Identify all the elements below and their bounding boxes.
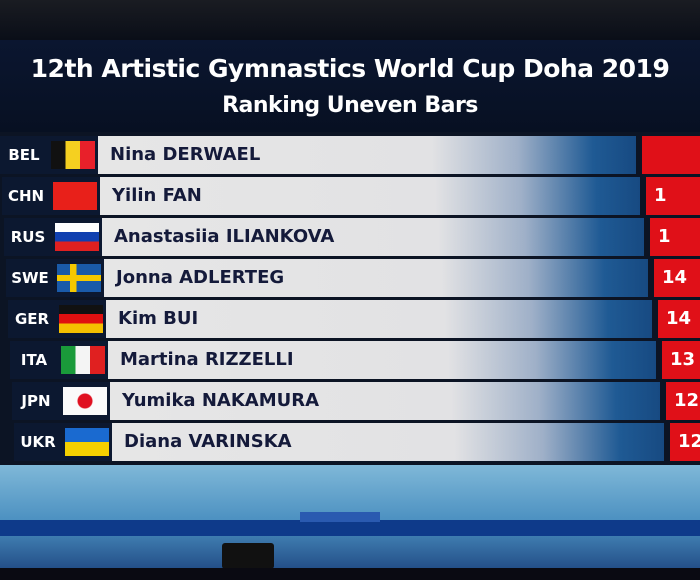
ranking-row: SWE Jonna ADLERTEG 14 [0, 258, 700, 298]
arena-stripe [0, 520, 700, 536]
china-flag-icon [53, 182, 97, 210]
gymnast-name: Anastasiia ILIANKOVA [102, 218, 644, 256]
country-code: SWE [6, 259, 54, 297]
tv-button [222, 543, 274, 569]
ranking-row: UKR Diana VARINSKA 12. [0, 422, 700, 462]
gymnast-name: Diana VARINSKA [112, 423, 664, 461]
ranking-row: JPN Yumika NAKAMURA 12. [0, 381, 700, 421]
flag-cell [58, 341, 108, 379]
flag-cell [54, 259, 104, 297]
country-code: RUS [4, 218, 52, 256]
ranking-board: BEL Nina DERWAEL CHN Yilin FAN 1 RUS Anas… [0, 135, 700, 465]
ranking-row: RUS Anastasiia ILIANKOVA 1 [0, 217, 700, 257]
gymnast-name: Nina DERWAEL [98, 136, 636, 174]
event-title: 12th Artistic Gymnastics World Cup Doha … [30, 54, 670, 83]
flag-cell [62, 423, 112, 461]
tv-bezel [0, 0, 700, 40]
country-code: CHN [2, 177, 50, 215]
score [642, 136, 700, 174]
tv-bottom-frame [0, 568, 700, 580]
score: 12. [666, 382, 700, 420]
sweden-flag-icon [57, 264, 101, 292]
score: 14 [658, 300, 700, 338]
belgium-flag-icon [51, 141, 95, 169]
score: 12. [670, 423, 700, 461]
japan-flag-icon [63, 387, 107, 415]
gymnast-name: Yumika NAKAMURA [110, 382, 660, 420]
ukraine-flag-icon [65, 428, 109, 456]
score: 1 [646, 177, 700, 215]
country-code: JPN [12, 382, 60, 420]
score: 1 [650, 218, 700, 256]
flag-cell [48, 136, 98, 174]
gymnast-name: Kim BUI [106, 300, 652, 338]
flag-cell [52, 218, 102, 256]
country-code: BEL [0, 136, 48, 174]
sponsor-badge [300, 512, 380, 522]
italy-flag-icon [61, 346, 105, 374]
country-code: ITA [10, 341, 58, 379]
flag-cell [60, 382, 110, 420]
flag-cell [56, 300, 106, 338]
gymnast-name: Jonna ADLERTEG [104, 259, 648, 297]
ranking-row: CHN Yilin FAN 1 [0, 176, 700, 216]
flag-cell [50, 177, 100, 215]
scoreboard-header: 12th Artistic Gymnastics World Cup Doha … [0, 40, 700, 132]
country-code: GER [8, 300, 56, 338]
ranking-subtitle: Ranking Uneven Bars [222, 93, 478, 118]
country-code: UKR [14, 423, 62, 461]
ranking-row: ITA Martina RIZZELLI 13 [0, 340, 700, 380]
gymnast-name: Yilin FAN [100, 177, 640, 215]
ranking-row: BEL Nina DERWAEL [0, 135, 700, 175]
gymnast-name: Martina RIZZELLI [108, 341, 656, 379]
score: 14 [654, 259, 700, 297]
score: 13 [662, 341, 700, 379]
germany-flag-icon [59, 305, 103, 333]
russia-flag-icon [55, 223, 99, 251]
ranking-row: GER Kim BUI 14 [0, 299, 700, 339]
